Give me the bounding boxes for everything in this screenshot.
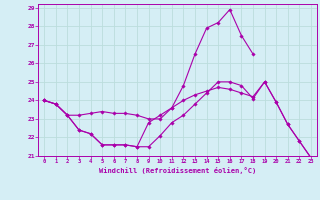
X-axis label: Windchill (Refroidissement éolien,°C): Windchill (Refroidissement éolien,°C) [99, 167, 256, 174]
